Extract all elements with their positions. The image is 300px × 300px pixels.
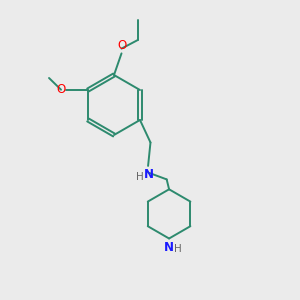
Text: O: O: [117, 39, 126, 52]
Text: H: H: [174, 244, 182, 254]
Text: O: O: [56, 83, 65, 96]
Text: N: N: [164, 241, 174, 254]
Text: H: H: [136, 172, 144, 182]
Text: N: N: [144, 168, 154, 181]
